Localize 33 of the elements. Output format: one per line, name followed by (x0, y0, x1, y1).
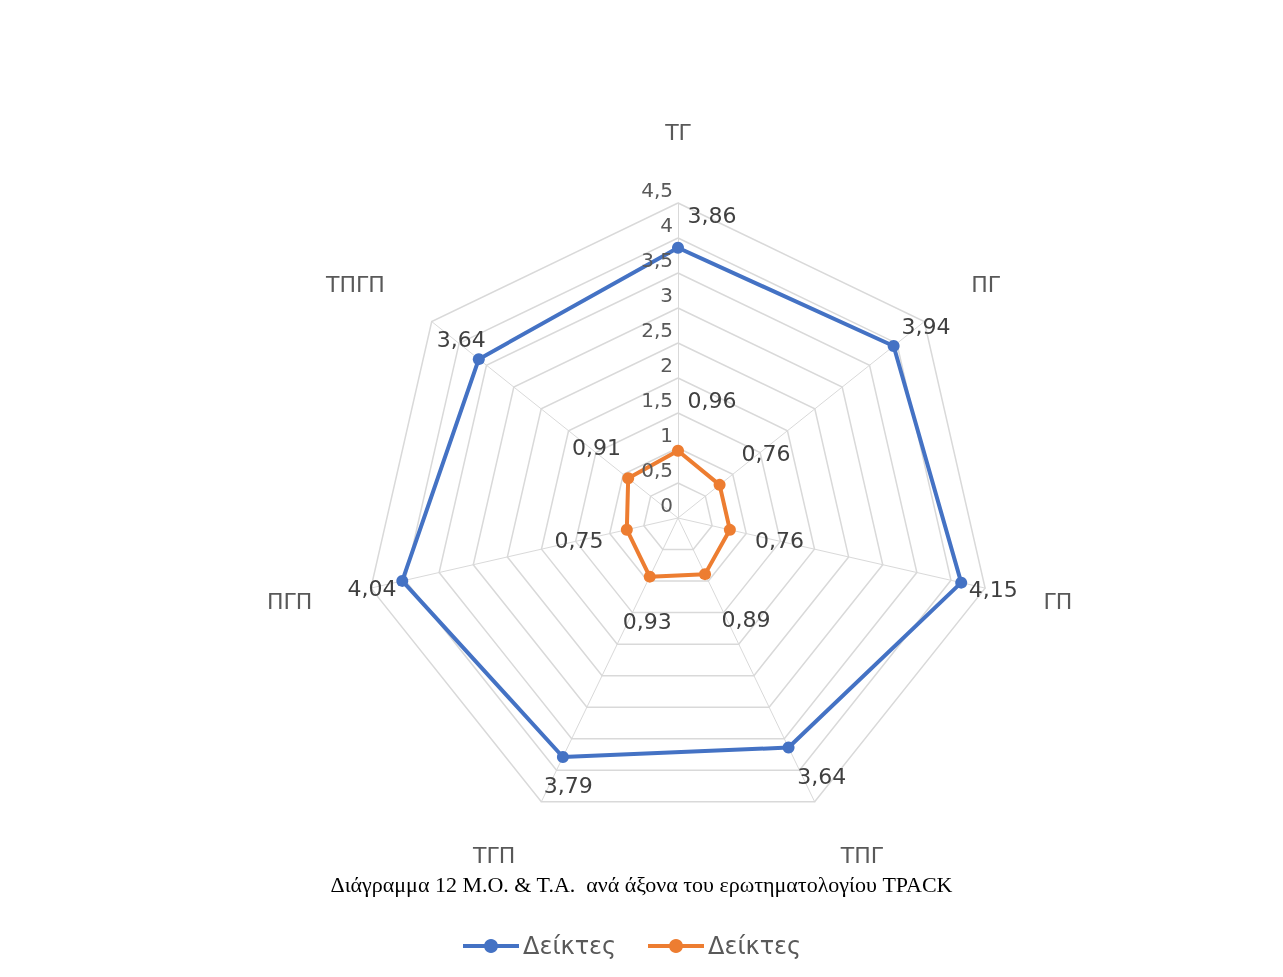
data-label: 4,04 (347, 575, 397, 601)
data-label: 0,96 (687, 388, 737, 414)
spoke-label: ΤΠΓΠ (325, 271, 385, 297)
y-tick-label: 4,5 (641, 178, 673, 202)
y-tick-label: 2 (660, 353, 673, 377)
spoke-label: ΤΓΠ (472, 843, 516, 869)
spoke-label: ΠΓΠ (267, 588, 313, 614)
y-tick-label: 4 (660, 213, 673, 237)
spoke-label: ΤΓ (664, 119, 692, 145)
legend-label: Δείκτες (523, 932, 617, 960)
text: Διάγραμμα 12 Μ.Ο. & Τ.Α. ανά άξονα του ερωτηματολογίου TPACK (330, 871, 953, 897)
spoke-label: ΓΠ (1043, 588, 1073, 614)
data-label: 0,76 (754, 528, 804, 554)
legend-label: Δείκτες (708, 932, 802, 960)
data-label: 3,64 (436, 326, 486, 352)
data-label: 0,89 (721, 606, 771, 632)
data-label: 0,91 (572, 434, 622, 460)
y-tick-label: 1 (660, 423, 673, 447)
y-tick-label: 0 (660, 493, 673, 517)
data-label: 3,64 (797, 763, 847, 789)
y-tick-label: 1,5 (641, 388, 673, 412)
spoke-label: ΤΠΓ (839, 843, 884, 869)
data-label: 0,75 (554, 528, 604, 554)
y-tick-label: 2,5 (641, 318, 673, 342)
y-tick-label: 3 (660, 283, 673, 307)
data-label: 3,94 (901, 313, 951, 339)
data-label: 3,79 (543, 773, 593, 799)
data-label: 0,76 (741, 441, 791, 467)
y-tick-label: 0,5 (641, 458, 673, 482)
data-label: 0,93 (622, 609, 672, 635)
spoke-label: ΠΓ (971, 271, 1001, 297)
data-label: 4,15 (968, 577, 1018, 603)
data-label: 3,86 (687, 203, 737, 229)
